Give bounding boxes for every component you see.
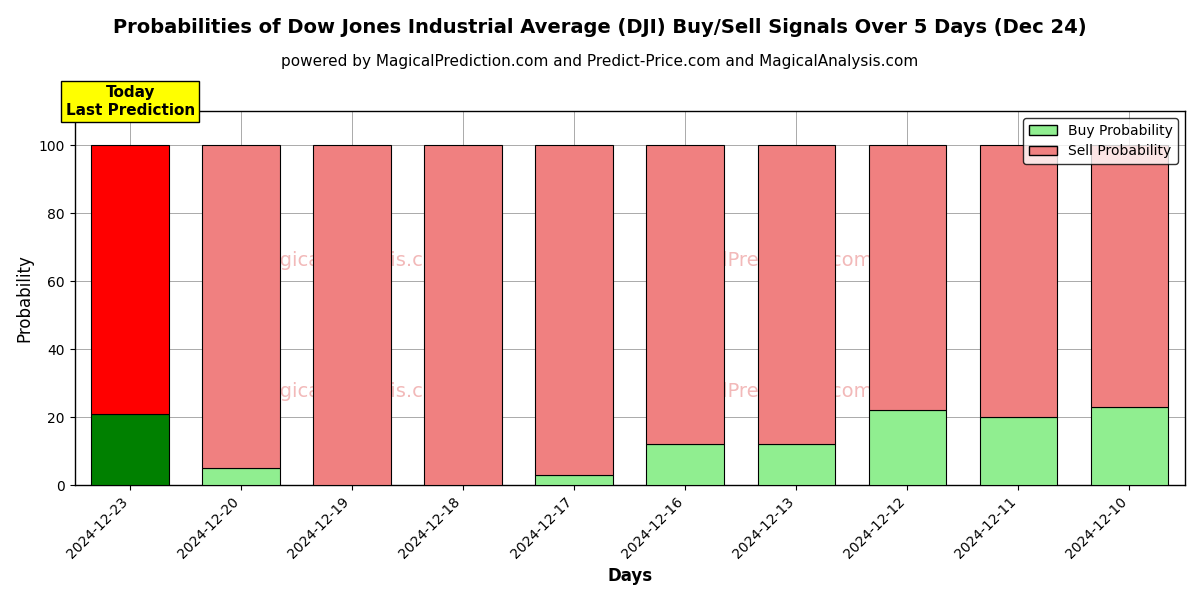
- Text: Probabilities of Dow Jones Industrial Average (DJI) Buy/Sell Signals Over 5 Days: Probabilities of Dow Jones Industrial Av…: [113, 18, 1087, 37]
- Bar: [203, 468, 280, 485]
- Text: MagicalAnalysis.com: MagicalAnalysis.com: [251, 382, 454, 401]
- Legend: Buy Probability, Sell Probability: Buy Probability, Sell Probability: [1024, 118, 1178, 164]
- Bar: [647, 445, 725, 485]
- Bar: [869, 145, 947, 410]
- Bar: [535, 475, 613, 485]
- Bar: [757, 145, 835, 445]
- Y-axis label: Probability: Probability: [16, 254, 34, 342]
- Bar: [203, 145, 280, 468]
- Bar: [91, 414, 169, 485]
- Text: Today
Last Prediction: Today Last Prediction: [66, 85, 194, 118]
- Text: MagicalPrediction.com: MagicalPrediction.com: [653, 251, 872, 270]
- X-axis label: Days: Days: [607, 567, 653, 585]
- Bar: [979, 417, 1057, 485]
- Bar: [757, 445, 835, 485]
- Bar: [869, 410, 947, 485]
- Bar: [535, 145, 613, 475]
- Bar: [1091, 407, 1169, 485]
- Bar: [647, 145, 725, 445]
- Text: MagicalPrediction.com: MagicalPrediction.com: [653, 382, 872, 401]
- Text: powered by MagicalPrediction.com and Predict-Price.com and MagicalAnalysis.com: powered by MagicalPrediction.com and Pre…: [281, 54, 919, 69]
- Bar: [425, 145, 502, 485]
- Bar: [313, 145, 391, 485]
- Bar: [979, 145, 1057, 417]
- Bar: [91, 145, 169, 414]
- Text: MagicalAnalysis.com: MagicalAnalysis.com: [251, 251, 454, 270]
- Bar: [1091, 145, 1169, 407]
